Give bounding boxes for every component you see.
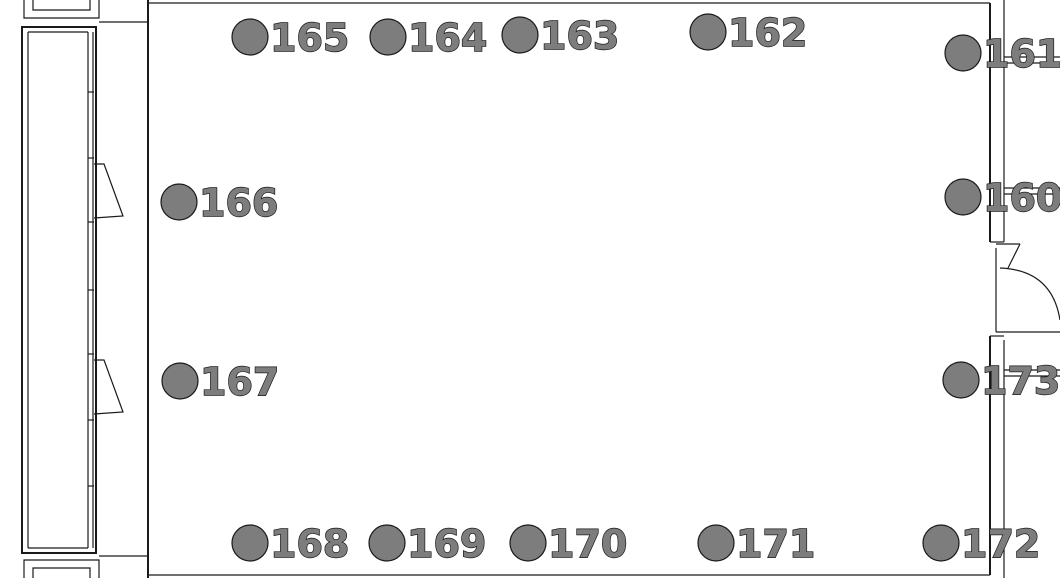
- point-169[interactable]: 169: [368, 521, 487, 567]
- point-marker[interactable]: [501, 16, 539, 54]
- point-168[interactable]: 168: [231, 521, 350, 567]
- point-172[interactable]: 172: [922, 521, 1041, 567]
- point-label: 165: [270, 16, 349, 60]
- point-label: 173: [981, 359, 1060, 403]
- point-164[interactable]: 164: [369, 15, 488, 61]
- point-163[interactable]: 163: [501, 13, 620, 59]
- point-marker[interactable]: [922, 524, 960, 562]
- point-marker[interactable]: [231, 524, 269, 562]
- point-161[interactable]: 161: [944, 31, 1060, 77]
- point-marker[interactable]: [944, 34, 982, 72]
- point-label: 161: [983, 32, 1060, 76]
- point-173[interactable]: 173: [942, 358, 1060, 404]
- point-marker[interactable]: [942, 361, 980, 399]
- point-marker[interactable]: [161, 362, 199, 400]
- point-marker[interactable]: [697, 524, 735, 562]
- point-166[interactable]: 166: [160, 180, 279, 226]
- point-label: 168: [270, 522, 349, 566]
- window-opening-indicators: [93, 163, 124, 415]
- point-marker[interactable]: [160, 183, 198, 221]
- point-label: 160: [983, 176, 1060, 220]
- point-165[interactable]: 165: [231, 15, 350, 61]
- point-label: 170: [548, 522, 627, 566]
- point-170[interactable]: 170: [509, 521, 628, 567]
- point-label: 172: [961, 522, 1040, 566]
- point-label: 164: [408, 16, 487, 60]
- door-swing: [995, 243, 1060, 333]
- point-label: 166: [199, 181, 278, 225]
- point-marker[interactable]: [368, 524, 406, 562]
- point-160[interactable]: 160: [944, 175, 1060, 221]
- point-167[interactable]: 167: [161, 359, 280, 405]
- point-label: 163: [540, 14, 619, 58]
- left-window-frame: [21, 0, 148, 578]
- point-162[interactable]: 162: [689, 10, 808, 56]
- room-walls: [147, 0, 1060, 578]
- point-marker[interactable]: [509, 524, 547, 562]
- point-marker[interactable]: [231, 18, 269, 56]
- point-label: 162: [728, 11, 807, 55]
- point-label: 167: [200, 360, 279, 404]
- measurement-points: 165 164 163 162 161 166 160 167 173 168 169 170 171 1…: [160, 10, 1060, 567]
- point-label: 169: [407, 522, 486, 566]
- point-marker[interactable]: [369, 18, 407, 56]
- point-marker[interactable]: [689, 13, 727, 51]
- point-marker[interactable]: [944, 178, 982, 216]
- point-label: 171: [736, 522, 815, 566]
- point-171[interactable]: 171: [697, 521, 816, 567]
